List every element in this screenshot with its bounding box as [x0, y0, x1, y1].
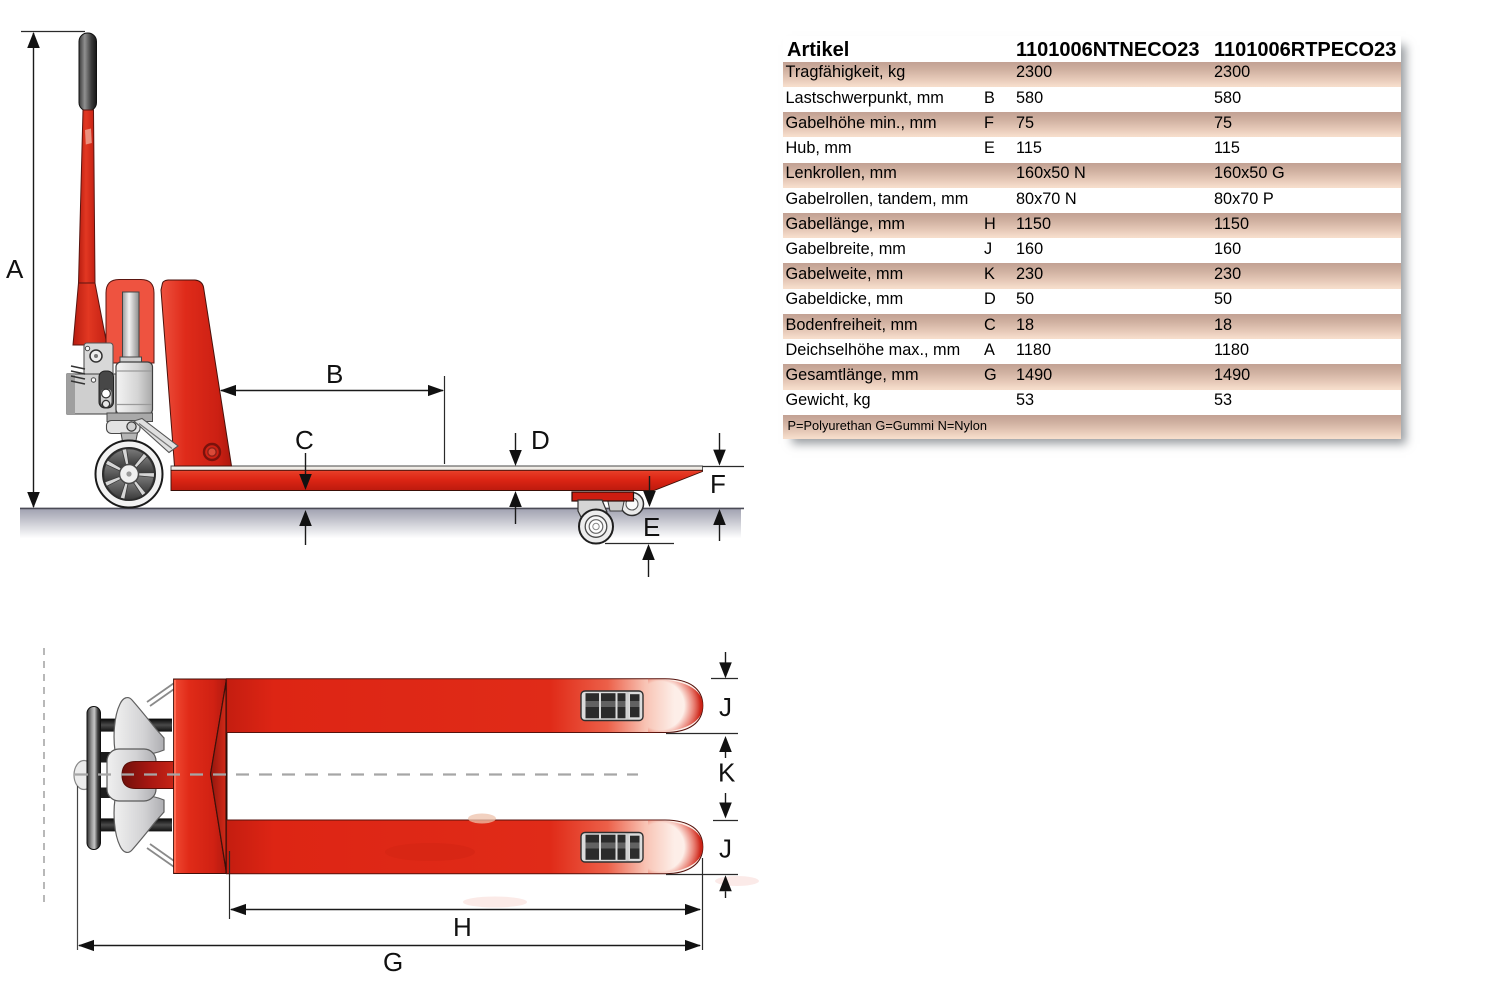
svg-text:H: H [453, 912, 472, 942]
svg-text:B: B [326, 359, 343, 389]
svg-text:F: F [710, 469, 726, 499]
svg-text:K: K [718, 758, 736, 788]
svg-text:A: A [6, 254, 24, 284]
svg-text:J: J [719, 834, 732, 864]
svg-text:E: E [643, 512, 660, 542]
svg-text:C: C [295, 425, 314, 455]
svg-text:G: G [383, 947, 403, 977]
svg-text:D: D [531, 425, 550, 455]
svg-text:J: J [719, 692, 732, 722]
